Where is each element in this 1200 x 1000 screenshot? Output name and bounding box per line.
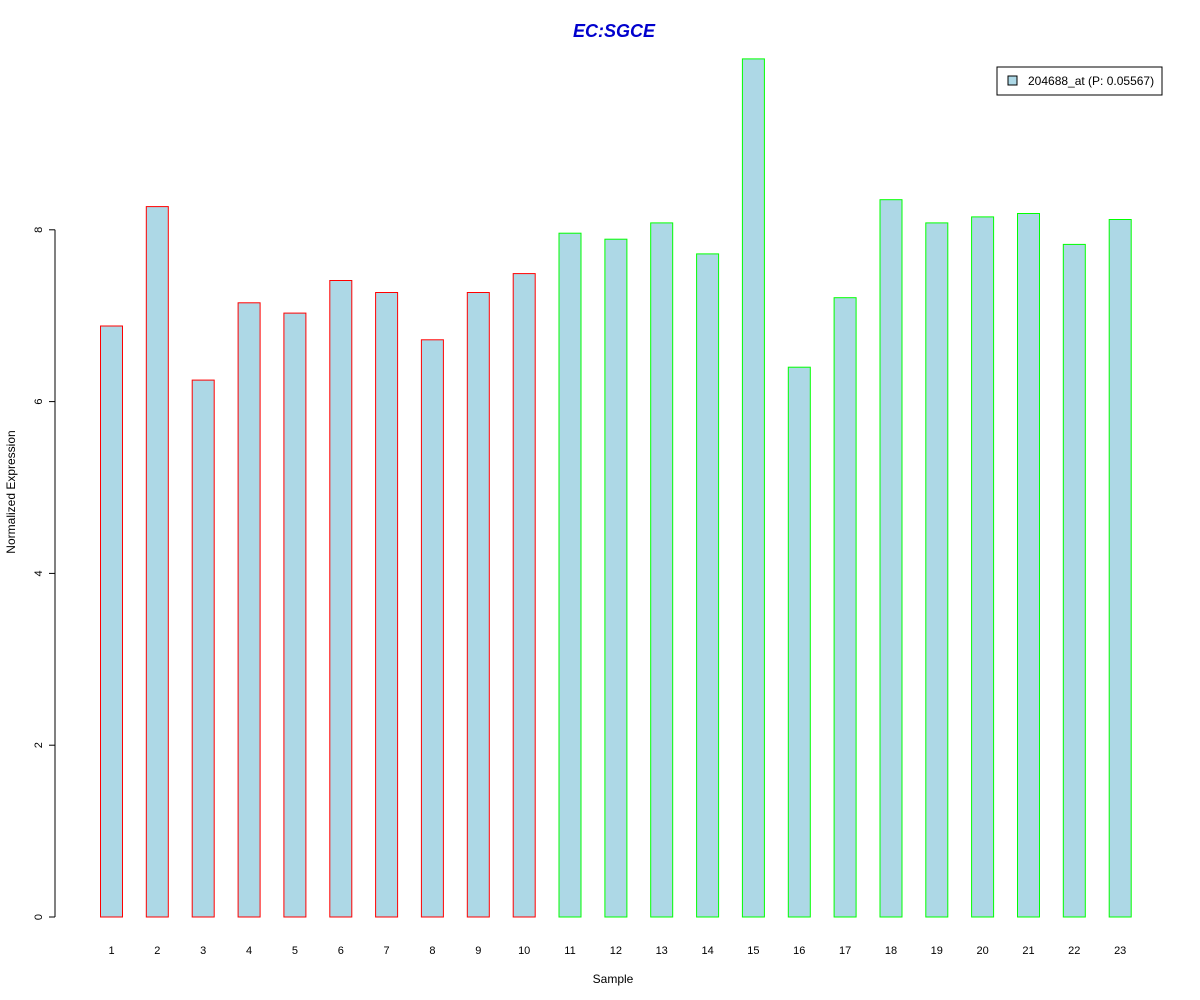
- bar-sample-6: [329, 280, 353, 918]
- legend: 204688_at (P: 0.05567): [996, 66, 1163, 96]
- y-axis: 0 2 4 6 8: [33, 227, 56, 920]
- x-tick-label: 2: [154, 945, 160, 957]
- x-tick-label: 9: [475, 945, 481, 957]
- x-tick-label: 17: [839, 945, 851, 957]
- x-tick-label: 7: [384, 945, 390, 957]
- bar-sample-16: [787, 366, 811, 918]
- x-tick-label: 8: [429, 945, 435, 957]
- x-tick-label: 16: [793, 945, 805, 957]
- x-tick-label: 4: [246, 945, 252, 957]
- x-tick-label: 12: [610, 945, 622, 957]
- bar-sample-18: [879, 199, 903, 918]
- x-tick-label: 13: [656, 945, 668, 957]
- chart-title: EC:SGCE: [573, 21, 656, 41]
- y-axis-title: Normalized Expression: [4, 430, 18, 553]
- bar-sample-22: [1062, 243, 1086, 918]
- y-tick-label: 8: [33, 227, 45, 233]
- x-axis-labels: 1 2 3 4 5 6 7 8 9 10 11 12 13 14 15 16 17 18 19 20 21 22 23: [108, 945, 1126, 957]
- bar-sample-1: [100, 325, 123, 918]
- bar-sample-13: [650, 222, 674, 918]
- legend-label: 204688_at (P: 0.05567): [1028, 74, 1154, 88]
- x-tick-label: 11: [564, 945, 575, 957]
- bar-sample-4: [237, 302, 261, 918]
- bar-sample-14: [696, 253, 720, 918]
- x-tick-label: 3: [200, 945, 206, 957]
- bars-group: [100, 58, 1132, 918]
- y-tick-label: 0: [33, 914, 45, 920]
- x-tick-label: 15: [747, 945, 759, 957]
- x-tick-label: 18: [885, 945, 897, 957]
- y-tick-label: 6: [33, 399, 45, 405]
- bar-sample-7: [375, 292, 399, 918]
- bar-sample-8: [420, 339, 444, 918]
- bar-sample-15: [741, 58, 765, 918]
- legend-box: [996, 66, 1163, 96]
- bar-sample-11: [558, 232, 582, 918]
- y-tick-label: 2: [33, 742, 45, 748]
- bar-sample-19: [925, 222, 949, 918]
- x-tick-label: 20: [976, 945, 988, 957]
- x-tick-label: 23: [1114, 945, 1126, 957]
- x-axis-title: Sample: [593, 972, 634, 986]
- bar-sample-12: [604, 238, 628, 918]
- bar-sample-2: [145, 206, 169, 918]
- x-tick-label: 19: [931, 945, 943, 957]
- x-tick-label: 22: [1068, 945, 1080, 957]
- bar-sample-10: [512, 273, 536, 918]
- x-tick-label: 5: [292, 945, 298, 957]
- bar-sample-17: [833, 297, 857, 918]
- bar-sample-20: [971, 216, 995, 918]
- x-tick-label: 14: [701, 945, 713, 957]
- legend-swatch: [1007, 75, 1018, 86]
- y-tick-label: 4: [33, 570, 45, 576]
- bar-sample-3: [191, 379, 215, 918]
- bar-sample-9: [466, 292, 490, 918]
- x-tick-label: 10: [518, 945, 530, 957]
- x-tick-label: 21: [1022, 945, 1034, 957]
- bar-sample-5: [283, 312, 307, 918]
- x-tick-label: 1: [108, 945, 114, 957]
- bar-sample-23: [1108, 219, 1132, 918]
- bar-sample-21: [1017, 213, 1040, 918]
- x-tick-label: 6: [338, 945, 344, 957]
